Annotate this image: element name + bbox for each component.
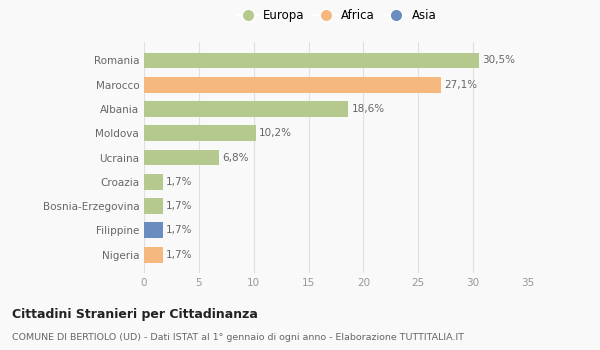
Bar xyxy=(144,52,479,68)
Bar xyxy=(144,149,218,166)
Text: 27,1%: 27,1% xyxy=(445,80,478,90)
Text: 1,7%: 1,7% xyxy=(166,201,193,211)
Text: 18,6%: 18,6% xyxy=(352,104,385,114)
Bar xyxy=(144,247,163,262)
Bar xyxy=(144,77,442,92)
Text: 30,5%: 30,5% xyxy=(482,55,515,65)
Bar xyxy=(144,223,163,238)
Bar xyxy=(144,174,163,190)
Legend: Europa, Africa, Asia: Europa, Africa, Asia xyxy=(233,6,439,24)
Bar xyxy=(144,125,256,141)
Text: COMUNE DI BERTIOLO (UD) - Dati ISTAT al 1° gennaio di ogni anno - Elaborazione T: COMUNE DI BERTIOLO (UD) - Dati ISTAT al … xyxy=(12,332,464,342)
Text: 10,2%: 10,2% xyxy=(259,128,292,138)
Bar xyxy=(144,101,348,117)
Text: 1,7%: 1,7% xyxy=(166,250,193,260)
Bar xyxy=(144,198,163,214)
Text: 1,7%: 1,7% xyxy=(166,177,193,187)
Text: 1,7%: 1,7% xyxy=(166,225,193,235)
Text: 6,8%: 6,8% xyxy=(222,153,248,162)
Text: Cittadini Stranieri per Cittadinanza: Cittadini Stranieri per Cittadinanza xyxy=(12,308,258,321)
